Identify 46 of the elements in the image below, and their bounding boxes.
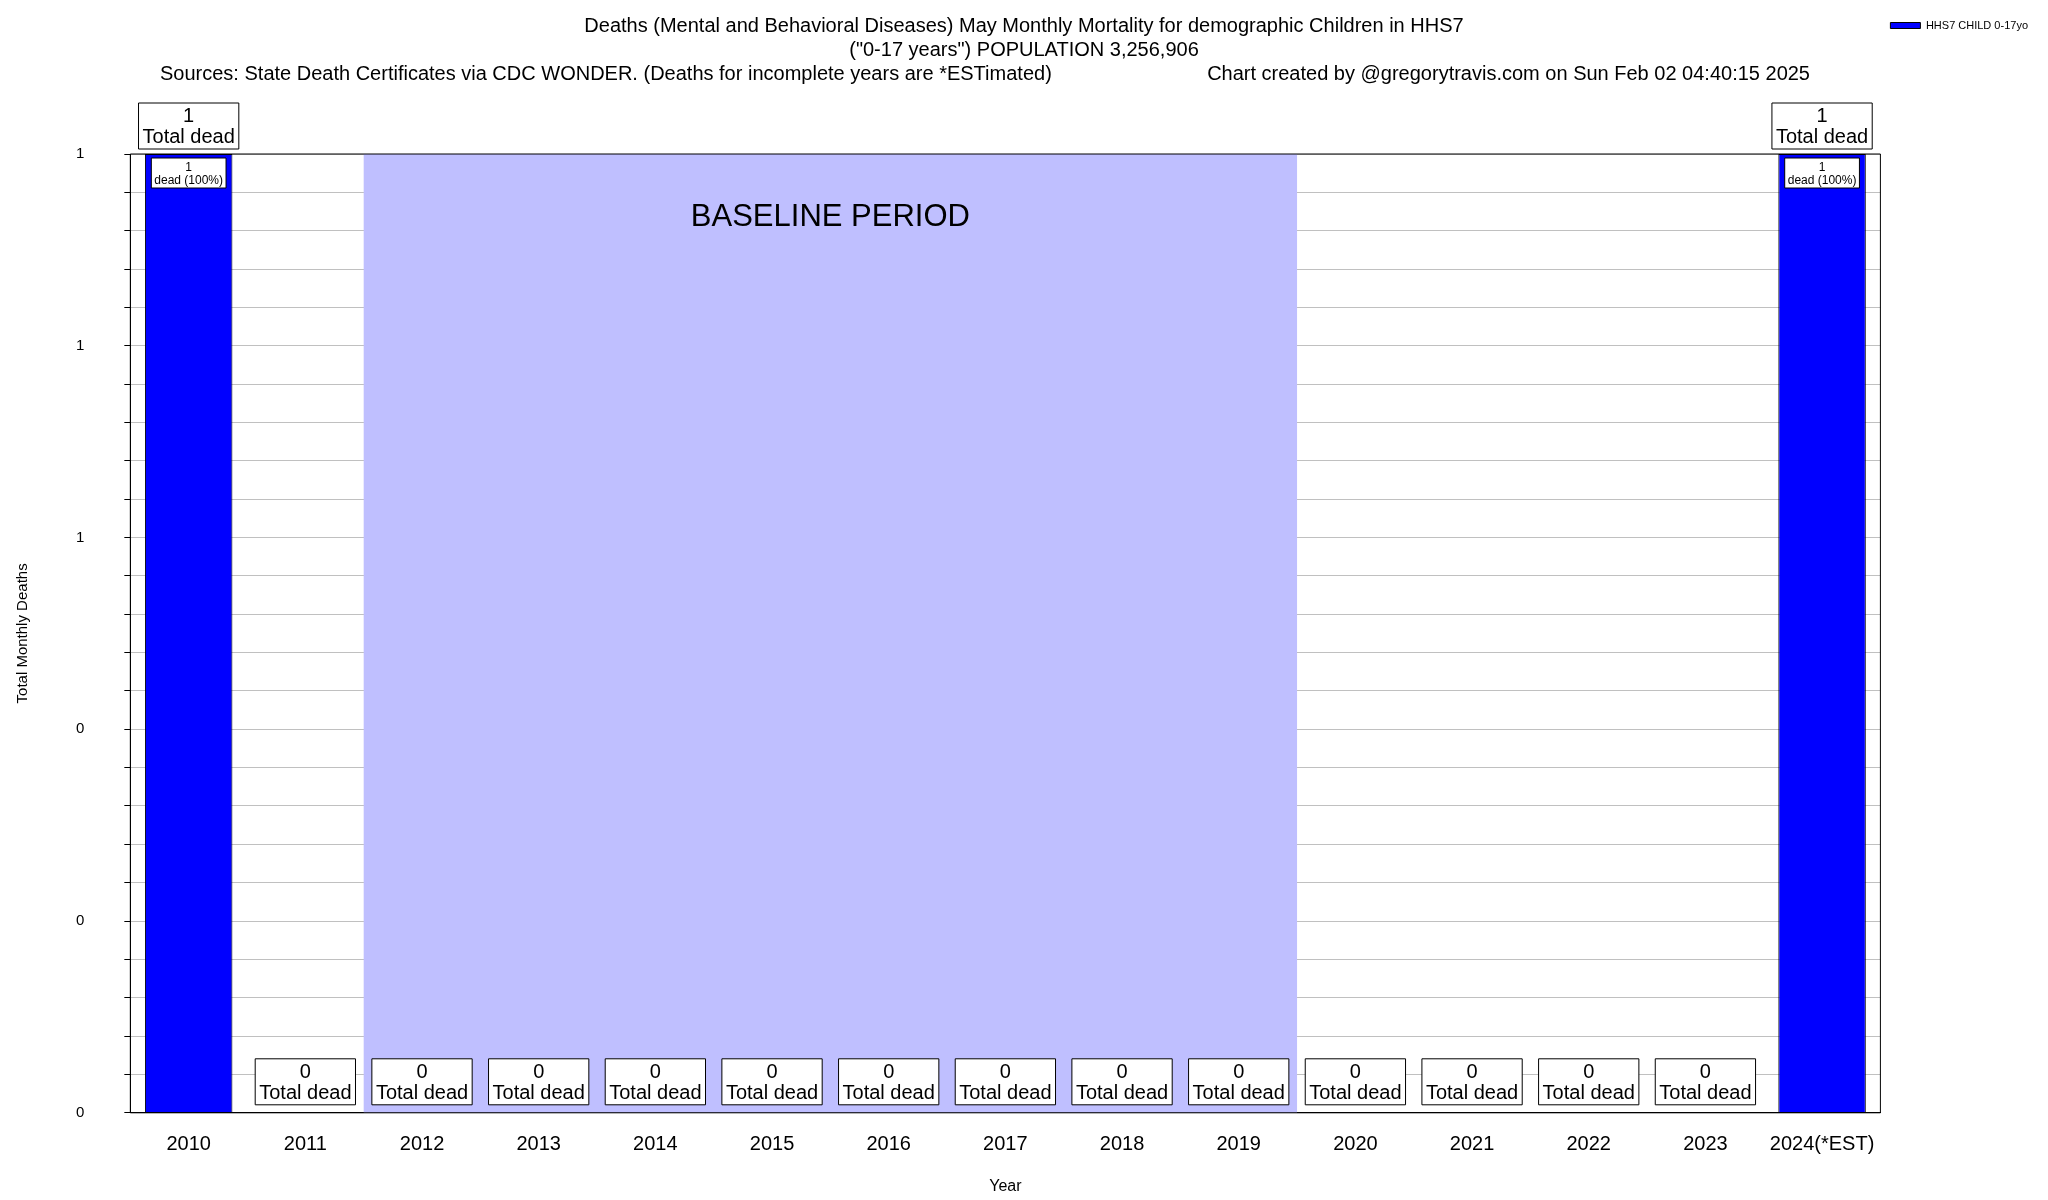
x-tick-label: 2022 bbox=[1566, 1132, 1611, 1155]
data-label: 0 Total dead bbox=[959, 1060, 1052, 1104]
data-label: 0 Total dead bbox=[1425, 1060, 1519, 1104]
x-tick-label: 2023 bbox=[1683, 1132, 1728, 1155]
x-axis-title: Year bbox=[989, 1176, 1023, 1194]
y-tick-label: 0 bbox=[76, 719, 85, 737]
y-tick-label: 1 bbox=[76, 527, 85, 545]
y-axis-title: Total Monthly Deaths bbox=[13, 563, 31, 704]
chart-subtitle: ("0-17 years") POPULATION 3,256,906 bbox=[849, 37, 1199, 60]
y-tick-label: 0 bbox=[76, 911, 85, 929]
data-label: 0 Total dead bbox=[1192, 1060, 1285, 1104]
data-label: 0 Total dead bbox=[1309, 1060, 1402, 1104]
y-tick-label: 0 bbox=[76, 1102, 85, 1120]
text: Chart created by @gregorytravis.com on Sun Feb 02 04:40:15 2025 bbox=[1207, 62, 1810, 84]
annotation: 1 dead (100%) bbox=[1787, 160, 1857, 187]
x-tick-label: 2016 bbox=[866, 1132, 911, 1155]
x-tick-label: 2020 bbox=[1333, 1132, 1378, 1155]
x-tick-label: 2017 bbox=[983, 1132, 1028, 1155]
chart-title: Deaths (Mental and Behavioral Diseases) May Monthly Mortality for demographic Children in HHS7 bbox=[584, 13, 1464, 36]
annotation: 1 dead (100%) bbox=[154, 160, 224, 187]
data-label: 0 Total dead bbox=[259, 1060, 352, 1104]
x-tick-label: 2021 bbox=[1449, 1132, 1495, 1155]
data-label: 0 Total dead bbox=[1659, 1060, 1752, 1104]
data-label: 1 Total dead bbox=[1775, 104, 1869, 148]
x-tick-label: 2019 bbox=[1216, 1132, 1261, 1155]
band-label: BASELINE PERIOD bbox=[690, 198, 970, 233]
x-tick-label: 2011 bbox=[283, 1132, 327, 1155]
data-label: 0 Total dead bbox=[725, 1060, 819, 1104]
x-tick-label: 2014 bbox=[633, 1132, 678, 1155]
x-tick-label: 2015 bbox=[749, 1132, 795, 1155]
data-label: 0 Total dead bbox=[1075, 1060, 1169, 1104]
data-label: 0 Total dead bbox=[492, 1060, 585, 1104]
data-label: 1 Total dead bbox=[142, 104, 235, 148]
x-tick-label: 2013 bbox=[516, 1132, 561, 1155]
y-tick-label: 1 bbox=[76, 144, 85, 162]
data-label: 0 Total dead bbox=[1542, 1060, 1635, 1104]
x-tick-label: 2012 bbox=[399, 1132, 445, 1155]
legend-label: HHS7 CHILD 0-17yo bbox=[1925, 18, 2028, 31]
data-label: 0 Total dead bbox=[375, 1060, 469, 1104]
y-tick-label: 1 bbox=[76, 335, 85, 353]
x-tick-label: 2024(*EST) bbox=[1769, 1132, 1875, 1155]
x-tick-label: 2010 bbox=[166, 1132, 211, 1155]
x-tick-label: 2018 bbox=[1099, 1132, 1145, 1155]
data-label: 0 Total dead bbox=[609, 1060, 702, 1104]
source-note: Sources: State Death Certificates via CDC WONDER. (Deaths for incomplete years are *ESTimated) bbox=[160, 62, 1052, 84]
data-label: 0 Total dead bbox=[842, 1060, 935, 1104]
